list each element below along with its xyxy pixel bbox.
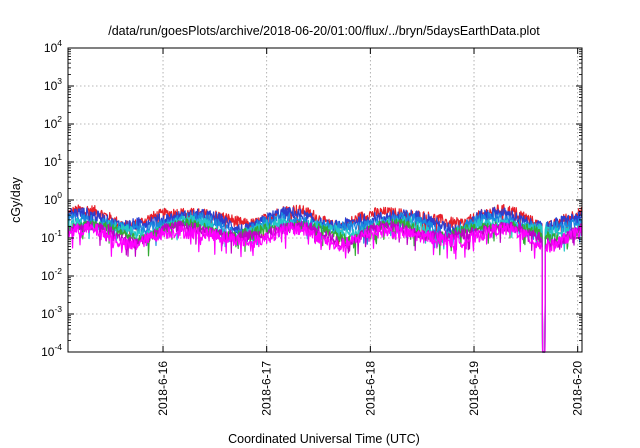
y-tick-label: 101 (44, 152, 62, 169)
grid-lines (68, 48, 582, 352)
x-tick-label: 2018-6-16 (156, 361, 170, 416)
series-line-7 (67, 222, 583, 353)
y-tick-label: 100 (44, 190, 62, 207)
x-tick-label: 2018-6-20 (571, 361, 585, 416)
x-axis-label: Coordinated Universal Time (UTC) (228, 432, 420, 446)
y-tick-label: 10-4 (41, 342, 62, 359)
y-tick-label: 10-3 (41, 304, 62, 321)
x-tick-label: 2018-6-18 (363, 361, 377, 416)
x-tick-label: 2018-6-17 (260, 361, 274, 416)
y-tick-label: 10-1 (41, 228, 62, 245)
chart-title: /data/run/goesPlots/archive/2018-06-20/0… (108, 24, 540, 38)
y-axis-label: cGy/day (9, 176, 23, 223)
x-axis: 2018-6-16 2018-6-17 2018-6-18 2018-6-19 2018… (156, 48, 585, 416)
y-tick-label: 103 (44, 76, 62, 93)
x-tick-label: 2018-6-19 (467, 361, 481, 416)
y-axis: 10-4 10-3 10-2 10-1 100 101 102 103 104 (41, 38, 582, 359)
y-tick-label: 102 (44, 114, 62, 131)
y-tick-label: 10-2 (41, 266, 62, 283)
series-layer (67, 204, 583, 353)
y-tick-label: 104 (44, 38, 62, 55)
